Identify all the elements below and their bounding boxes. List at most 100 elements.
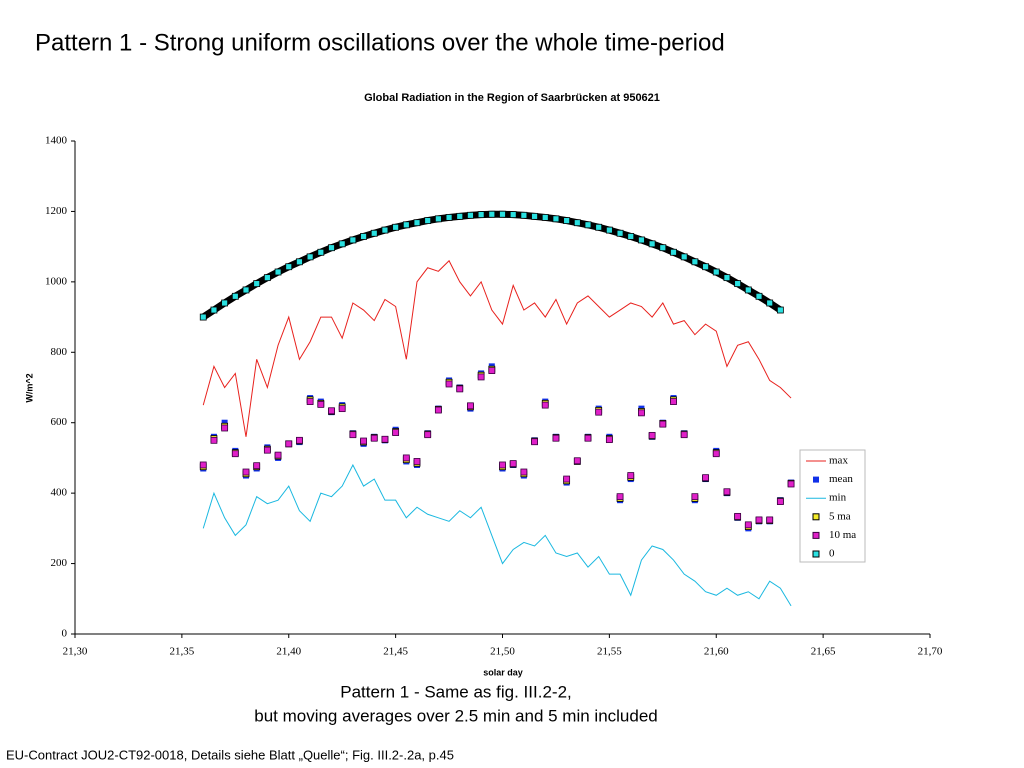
marker bbox=[360, 437, 367, 445]
marker bbox=[445, 214, 453, 221]
marker bbox=[467, 211, 474, 219]
x-tick-label: 21,50 bbox=[490, 646, 515, 658]
footer: EU-Contract JOU2-CT92-0018, Details sieh… bbox=[6, 747, 454, 762]
marker bbox=[274, 268, 282, 276]
marker bbox=[702, 474, 709, 482]
marker bbox=[680, 431, 688, 439]
legend-label: min bbox=[829, 492, 847, 504]
marker bbox=[670, 398, 677, 405]
legend-label: 10 ma bbox=[829, 529, 856, 541]
marker bbox=[670, 248, 677, 256]
y-tick-label: 0 bbox=[62, 628, 68, 640]
marker bbox=[285, 440, 293, 448]
marker bbox=[402, 221, 410, 229]
marker bbox=[541, 401, 549, 409]
marker bbox=[766, 516, 774, 524]
marker bbox=[680, 253, 688, 261]
marker bbox=[285, 263, 293, 271]
y-tick-label: 1400 bbox=[45, 135, 68, 147]
marker bbox=[296, 258, 303, 266]
marker bbox=[210, 306, 218, 314]
y-tick-label: 400 bbox=[51, 487, 68, 499]
marker bbox=[648, 431, 656, 439]
marker bbox=[381, 435, 389, 443]
legend-label: max bbox=[829, 455, 848, 467]
marker bbox=[541, 214, 549, 221]
marker bbox=[734, 280, 742, 288]
legend-marker bbox=[812, 550, 820, 558]
marker bbox=[424, 217, 432, 224]
marker bbox=[467, 402, 474, 410]
marker bbox=[573, 457, 581, 465]
line bbox=[202, 259, 792, 437]
marker bbox=[499, 210, 506, 218]
marker bbox=[210, 436, 218, 444]
marker bbox=[477, 211, 485, 218]
marker bbox=[787, 480, 795, 488]
marker bbox=[563, 475, 571, 483]
marker bbox=[638, 409, 645, 417]
marker bbox=[263, 446, 271, 454]
marker bbox=[520, 468, 528, 476]
marker bbox=[242, 286, 250, 294]
legend-marker bbox=[813, 476, 819, 483]
marker bbox=[221, 299, 229, 307]
marker bbox=[659, 420, 667, 428]
marker bbox=[231, 292, 239, 300]
marker bbox=[616, 493, 624, 501]
chart-title: Global Radiation in the Region of Saarbr… bbox=[364, 92, 660, 104]
marker bbox=[616, 229, 624, 237]
marker bbox=[755, 516, 763, 524]
line bbox=[202, 463, 792, 607]
legend-label: mean bbox=[829, 473, 853, 485]
y-axis-label: W/m^2 bbox=[24, 373, 34, 402]
marker bbox=[755, 292, 763, 300]
y-tick-label: 1000 bbox=[45, 275, 68, 287]
y-tick-label: 600 bbox=[51, 416, 68, 428]
marker bbox=[712, 450, 720, 458]
marker bbox=[392, 429, 400, 436]
marker bbox=[328, 244, 335, 252]
marker bbox=[552, 434, 560, 442]
marker bbox=[349, 236, 357, 244]
marker bbox=[531, 438, 538, 446]
marker bbox=[488, 367, 496, 374]
marker bbox=[263, 274, 271, 282]
marker bbox=[445, 380, 453, 388]
marker bbox=[477, 373, 485, 381]
marker bbox=[488, 210, 496, 218]
marker bbox=[360, 233, 367, 240]
marker bbox=[338, 405, 346, 413]
marker bbox=[221, 419, 228, 426]
marker bbox=[702, 263, 709, 271]
marker bbox=[723, 488, 731, 496]
marker bbox=[317, 248, 325, 256]
marker bbox=[531, 212, 538, 220]
marker bbox=[584, 434, 592, 442]
marker bbox=[306, 253, 314, 261]
y-tick-label: 800 bbox=[51, 346, 68, 358]
x-tick-label: 21,45 bbox=[383, 646, 408, 658]
x-tick-label: 21,35 bbox=[170, 646, 195, 658]
marker bbox=[552, 215, 560, 223]
marker bbox=[296, 436, 303, 444]
x-tick-label: 21,40 bbox=[276, 646, 301, 658]
marker bbox=[605, 436, 613, 444]
slide-title: Pattern 1 - Strong uniform oscillations … bbox=[35, 29, 725, 56]
marker bbox=[413, 219, 421, 227]
marker bbox=[744, 521, 752, 529]
marker bbox=[573, 219, 581, 227]
marker bbox=[776, 306, 784, 314]
marker bbox=[274, 451, 282, 459]
caption-line: Pattern 1 - Same as fig. III.2-2, bbox=[340, 682, 572, 701]
marker bbox=[253, 280, 261, 288]
marker bbox=[691, 258, 699, 266]
marker bbox=[648, 240, 656, 248]
y-tick-label: 200 bbox=[51, 557, 68, 569]
marker bbox=[456, 385, 464, 393]
marker bbox=[231, 450, 239, 458]
caption-line: but moving averages over 2.5 min and 5 m… bbox=[254, 706, 658, 725]
marker bbox=[584, 221, 592, 229]
marker bbox=[349, 431, 357, 439]
